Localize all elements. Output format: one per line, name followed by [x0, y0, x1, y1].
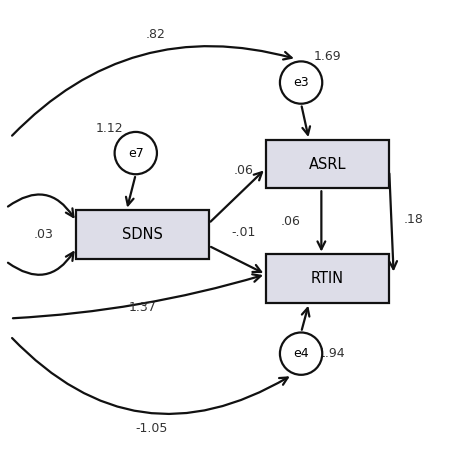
Circle shape — [115, 132, 157, 174]
Text: 1.37: 1.37 — [128, 301, 156, 314]
Text: 1.69: 1.69 — [314, 50, 341, 63]
FancyBboxPatch shape — [76, 210, 209, 259]
Text: e3: e3 — [293, 76, 309, 89]
Text: e4: e4 — [293, 347, 309, 360]
Text: -1.05: -1.05 — [135, 422, 167, 435]
FancyArrowPatch shape — [13, 274, 261, 318]
Text: RTIN: RTIN — [311, 271, 344, 286]
FancyArrowPatch shape — [8, 252, 73, 275]
Text: .06: .06 — [280, 215, 300, 228]
Text: .18: .18 — [403, 213, 423, 226]
Text: SDNS: SDNS — [122, 227, 163, 242]
Text: 1.94: 1.94 — [318, 347, 346, 360]
Text: e7: e7 — [128, 146, 144, 160]
FancyArrowPatch shape — [12, 46, 292, 136]
FancyArrowPatch shape — [389, 173, 397, 269]
Text: -.01: -.01 — [232, 226, 256, 239]
Circle shape — [280, 62, 322, 104]
Text: .03: .03 — [33, 228, 53, 241]
FancyBboxPatch shape — [266, 140, 389, 188]
Text: .82: .82 — [146, 27, 165, 41]
Text: ASRL: ASRL — [309, 156, 346, 172]
Text: .06: .06 — [234, 164, 254, 177]
Circle shape — [280, 332, 322, 375]
FancyArrowPatch shape — [8, 194, 73, 217]
FancyBboxPatch shape — [266, 255, 389, 303]
Text: 1.12: 1.12 — [96, 122, 123, 136]
FancyArrowPatch shape — [12, 338, 288, 414]
